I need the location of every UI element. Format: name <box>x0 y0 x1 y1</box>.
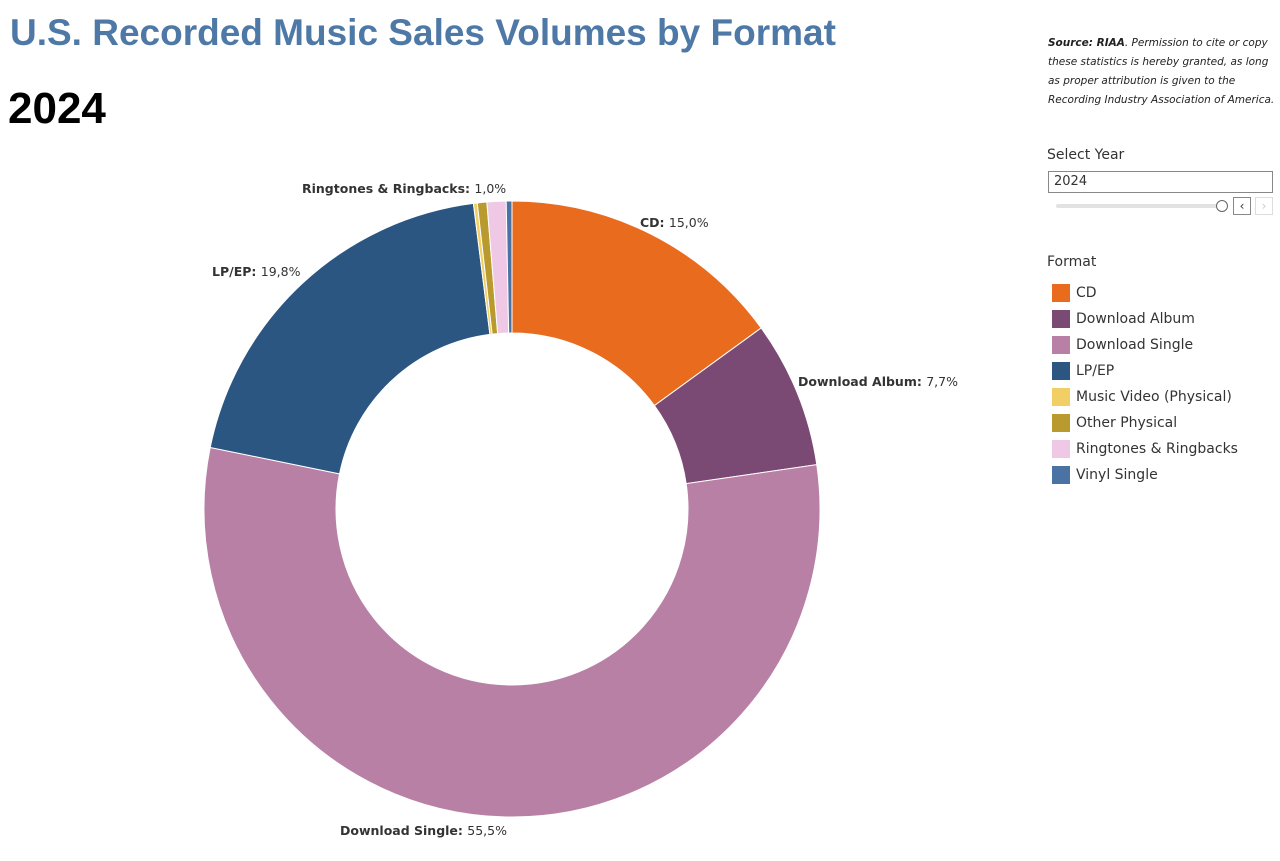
legend-item[interactable]: LP/EP <box>1052 358 1238 384</box>
legend-label: Download Album <box>1076 311 1195 327</box>
legend-label: CD <box>1076 285 1097 301</box>
legend-label: LP/EP <box>1076 363 1115 379</box>
data-label: Download Single: 55,5% <box>340 823 507 838</box>
donut-chart <box>203 200 821 818</box>
legend-label: Music Video (Physical) <box>1076 389 1232 405</box>
data-label-value: 15,0% <box>668 215 709 230</box>
slice-download-single[interactable] <box>203 446 821 818</box>
legend-title: Format <box>1047 254 1097 270</box>
chart-subtitle-year: 2024 <box>8 84 106 133</box>
legend-swatch <box>1052 466 1070 484</box>
legend-swatch <box>1052 440 1070 458</box>
legend-item[interactable]: Other Physical <box>1052 410 1238 436</box>
legend-item[interactable]: Ringtones & Ringbacks <box>1052 436 1238 462</box>
data-label: CD: 15,0% <box>640 215 709 230</box>
legend-label: Download Single <box>1076 337 1194 353</box>
legend-item[interactable]: Download Album <box>1052 306 1238 332</box>
data-label-value: 55,5% <box>467 823 507 838</box>
legend-swatch <box>1052 362 1070 380</box>
chart-title: U.S. Recorded Music Sales Volumes by For… <box>10 12 836 53</box>
data-label-value: 7,7% <box>926 374 958 389</box>
legend-swatch <box>1052 388 1070 406</box>
data-label-name: Ringtones & Ringbacks: <box>302 181 475 196</box>
data-label-name: Download Album: <box>798 374 927 389</box>
legend-label: Vinyl Single <box>1076 467 1158 483</box>
legend-item[interactable]: Music Video (Physical) <box>1052 384 1238 410</box>
legend-label: Ringtones & Ringbacks <box>1076 441 1238 457</box>
data-label: Ringtones & Ringbacks: 1,0% <box>302 181 506 196</box>
data-label-value: 19,8% <box>260 264 301 279</box>
legend-item[interactable]: CD <box>1052 280 1238 306</box>
legend-swatch <box>1052 284 1070 302</box>
slice-vinyl-single[interactable] <box>505 200 513 334</box>
data-label-name: LP/EP: <box>212 264 261 279</box>
legend-swatch <box>1052 310 1070 328</box>
legend-swatch <box>1052 414 1070 432</box>
legend-item[interactable]: Vinyl Single <box>1052 462 1238 488</box>
slice-lp-ep[interactable] <box>209 202 491 475</box>
data-label-name: Download Single: <box>340 823 468 838</box>
data-label: LP/EP: 19,8% <box>212 264 300 279</box>
source-note: Source: RIAA. Permission to cite or copy… <box>1048 34 1276 110</box>
source-text: . Permission to cite or copy these stati… <box>1048 37 1275 106</box>
data-label-value: 1,0% <box>474 181 507 196</box>
legend: CD Download Album Download Single LP/EP Musi… <box>1052 280 1238 488</box>
year-slider-track[interactable] <box>1056 204 1222 208</box>
previous-year-button[interactable]: ‹ <box>1233 197 1251 215</box>
data-label: Download Album: 7,7% <box>798 374 958 389</box>
source-bold: Source: RIAA <box>1048 37 1125 49</box>
data-label-name: CD: <box>640 215 669 230</box>
year-slider-handle[interactable] <box>1216 200 1228 212</box>
select-year-input[interactable]: 2024 <box>1048 171 1273 193</box>
legend-swatch <box>1052 336 1070 354</box>
legend-item[interactable]: Download Single <box>1052 332 1238 358</box>
legend-label: Other Physical <box>1076 415 1178 431</box>
next-year-button[interactable]: › <box>1255 197 1273 215</box>
select-year-label: Select Year <box>1047 147 1125 163</box>
